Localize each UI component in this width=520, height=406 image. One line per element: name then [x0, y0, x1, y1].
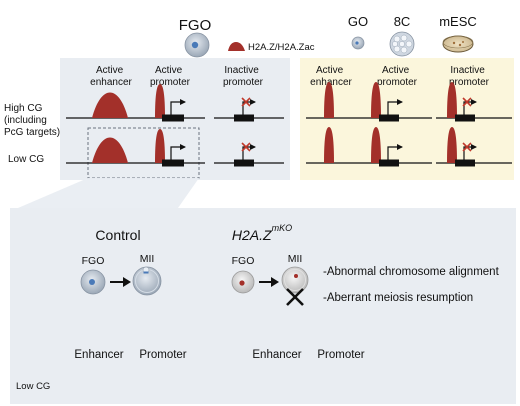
control-enhancer-label: Enhancer [74, 349, 123, 361]
fgo-col-active-enhancer: Active enhancer [90, 65, 132, 88]
mesc-low-cg-promoter-box [379, 159, 399, 167]
mesc-high-cg-tss-arrow [387, 99, 403, 115]
mesc-low-cg-inactive-peak [447, 127, 457, 163]
mesc-low-cg-enhancer-peak [324, 127, 334, 163]
mesc-low-cg-inactive-arrow [463, 144, 477, 160]
fgo-high-cg-inactive-arrow [242, 99, 256, 115]
fgo-high-cg-promoter-box [162, 114, 184, 122]
mesc-low-cg-tss-arrow [387, 144, 403, 160]
phenotype-chromosome-alignment: -Abnormal chromosome alignment [323, 266, 500, 278]
control-fgo-label: FGO [82, 255, 105, 267]
fgo-high-cg-inactive-cross [241, 97, 251, 107]
mesc-high-cg-promoter-box [379, 114, 399, 122]
control-title: Control [95, 227, 140, 243]
mutant-mii-label: MII [288, 253, 303, 265]
mutant-mii-cell [281, 266, 309, 294]
mesc-high-cg-promoter-peak [371, 82, 381, 118]
eightc-title: 8C [394, 14, 411, 29]
mesc-high-cg-inactive-arrow [463, 99, 477, 115]
fgo-low-cg-promoter-peak [155, 129, 165, 163]
mesc-col-inactive-promoter: Inactive promoter [449, 65, 490, 88]
mesc-low-cg-inactive-cross [462, 142, 472, 152]
fgo-low-cg-inactive-cross [241, 142, 251, 152]
mutant-arrow-icon [259, 277, 279, 287]
eightc-embryo-icon [389, 31, 415, 57]
mutant-enhancer-label: Enhancer [252, 349, 301, 361]
detail-panel [10, 208, 516, 404]
fgo-col-active-promoter: Active promoter [150, 65, 191, 88]
mutant-title: H2A.ZmKO [232, 223, 292, 243]
fgo-oocyte-icon [184, 32, 210, 58]
fgo-high-cg-promoter-peak [155, 84, 165, 118]
fgo-title: FGO [179, 17, 212, 34]
mutant-promoter-label: Promoter [317, 349, 364, 361]
mutant-fgo-label: FGO [232, 255, 255, 267]
mesc-panel [300, 58, 514, 180]
fgo-high-cg-tss-arrow [170, 99, 186, 115]
fgo-high-cg-inactive-box [234, 114, 254, 122]
zoom-connector [18, 178, 199, 208]
mesc-dish-icon [442, 35, 474, 53]
phenotype-meiosis-resumption: -Aberrant meiosis resumption [323, 292, 473, 304]
mesc-high-cg-inactive-box [455, 114, 475, 122]
mesc-low-cg-inactive-box [455, 159, 475, 167]
row-label-high-cg: High CG (including PcG targets) [4, 103, 60, 138]
go-oocyte-icon [351, 36, 365, 50]
legend-label: H2A.Z/H2A.Zac [248, 42, 315, 53]
mesc-high-cg-inactive-cross [462, 97, 472, 107]
mesc-col-active-promoter: Active promoter [377, 65, 418, 88]
fgo-high-cg-enhancer-peak [92, 92, 128, 118]
control-arrow-icon [110, 277, 131, 287]
fgo-low-cg-enhancer-peak [92, 137, 128, 163]
control-fgo-cell [80, 269, 106, 295]
fgo-col-inactive-promoter: Inactive promoter [223, 65, 264, 88]
detail-low-cg-label: Low CG [16, 381, 50, 392]
mesc-high-cg-inactive-peak [447, 82, 457, 118]
go-title: GO [348, 14, 368, 29]
fgo-low-cg-inactive-box [234, 159, 254, 167]
control-promoter-label: Promoter [139, 349, 186, 361]
mutant-fgo-cell [231, 270, 255, 294]
control-mii-cell [132, 266, 162, 296]
mesc-low-cg-promoter-peak [371, 127, 381, 163]
fgo-low-cg-tss-arrow [170, 144, 186, 160]
mesc-title: mESC [439, 14, 477, 29]
row-label-low-cg: Low CG [8, 154, 44, 165]
fgo-low-cg-inactive-arrow [242, 144, 256, 160]
mesc-high-cg-enhancer-peak [324, 82, 334, 118]
legend-peak-icon [228, 42, 245, 51]
blocked-cross-icon [286, 288, 304, 306]
mesc-col-active-enhancer: Active enhancer [310, 65, 352, 88]
control-mii-label: MII [140, 253, 155, 265]
fgo-low-cg-promoter-box [162, 159, 184, 167]
